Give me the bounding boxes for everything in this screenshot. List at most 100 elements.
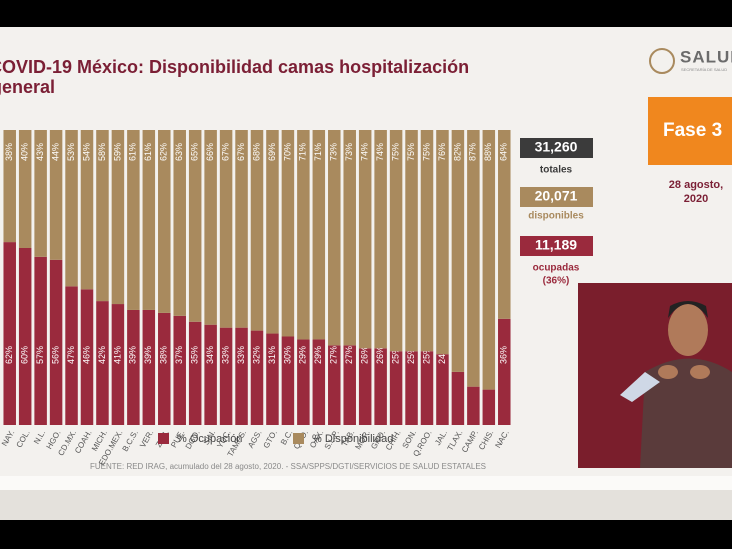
phase-box [648, 97, 732, 165]
value-label: 36% [499, 346, 509, 364]
bar-segment [3, 130, 16, 243]
value-label: 39% [143, 346, 153, 364]
bar-segment [328, 130, 341, 346]
bar-segment [204, 130, 217, 325]
value-label: 75% [390, 143, 400, 161]
bottom-band [0, 490, 732, 520]
chart-title: COVID-19 México: Disponibilidad camas ho… [0, 57, 469, 77]
bar-segment [158, 312, 171, 425]
available-box [520, 187, 593, 207]
total: 31,260 [535, 139, 578, 155]
bar-segment [498, 130, 511, 319]
bar-segment [235, 130, 248, 328]
value-label: 39% [128, 346, 138, 364]
value-label: 25% [390, 346, 400, 364]
logo-subtitle: SECRETARÍA DE SALUD [681, 67, 727, 72]
bar-segment [188, 321, 202, 425]
value-label: 74% [360, 143, 370, 161]
value-label: 42% [97, 346, 107, 364]
logo: SALUD [680, 47, 732, 66]
value-label: 30% [282, 346, 292, 364]
bar-segment [65, 286, 78, 425]
value-label: 82% [452, 143, 462, 161]
available-label: disponibles [528, 211, 584, 222]
bar-segment [188, 130, 202, 322]
bar-segment [389, 130, 403, 352]
bar-segment [297, 130, 310, 340]
value-label: 27% [344, 346, 354, 364]
bar-segment [18, 248, 32, 425]
value-label: 38% [4, 143, 14, 161]
bar-segment [312, 130, 326, 340]
value-label: 46% [81, 346, 91, 364]
value-label: 34% [205, 346, 215, 364]
bar-segment [3, 242, 16, 425]
person-arm [620, 372, 660, 402]
bar-segment [49, 130, 63, 260]
bar-segment [405, 351, 418, 425]
value-label: 61% [143, 143, 153, 161]
bar-segment [451, 130, 465, 372]
occupied: 11,189 [535, 237, 577, 253]
value-label: 29% [313, 346, 323, 364]
value-label: 57% [35, 346, 45, 364]
bar-segment [482, 130, 496, 390]
value-label: 88% [483, 143, 493, 161]
bar-segment [173, 315, 186, 425]
value-label: 24% [437, 346, 447, 364]
value-label: 33% [220, 346, 230, 364]
value-label: 33% [236, 346, 246, 364]
value-label: 75% [406, 143, 416, 161]
value-label: 71% [298, 143, 308, 161]
bar-segment [281, 336, 295, 425]
bar-segment [358, 348, 372, 425]
value-label: 27% [329, 346, 339, 364]
total-box [520, 138, 593, 158]
value-label: 63% [174, 143, 184, 161]
value-label: 64% [499, 143, 509, 161]
person-hair [668, 301, 708, 318]
value-label: 69% [267, 143, 277, 161]
value-label: 41% [112, 346, 122, 364]
value-label: 43% [35, 143, 45, 161]
bar-segment [127, 130, 140, 310]
value-label: 76% [437, 143, 447, 161]
bar-segment [173, 130, 186, 316]
value-label: 54% [81, 143, 91, 161]
person-hand [658, 365, 678, 379]
value-label: 62% [159, 143, 169, 161]
value-label: 37% [174, 346, 184, 364]
bar-segment [65, 130, 78, 287]
value-label: 65% [190, 143, 200, 161]
value-label: 73% [344, 143, 354, 161]
person-body [640, 358, 732, 468]
bar-segment [142, 130, 156, 310]
value-label: 71% [313, 143, 323, 161]
bar-segment [34, 130, 47, 257]
value-label: 67% [220, 143, 230, 161]
value-label: 26% [360, 346, 370, 364]
bar-segment [80, 130, 94, 290]
bar-segment [266, 333, 279, 425]
value-label: 44% [50, 143, 60, 161]
bar-segment [374, 348, 387, 425]
bar-segment [80, 289, 94, 425]
phase: Fase 3 [663, 120, 722, 141]
bar-segment [297, 339, 310, 425]
value-label: 25% [421, 346, 431, 364]
value-label: 31% [267, 346, 277, 364]
value-label: 25% [406, 346, 416, 364]
bar-segment [343, 130, 356, 346]
value-label: 56% [50, 346, 60, 364]
bar-segment [49, 259, 63, 425]
value-label: 32% [251, 346, 261, 364]
value-label: 67% [236, 143, 246, 161]
value-label: 58% [97, 143, 107, 161]
available: 20,071 [535, 188, 578, 204]
occupied-box [520, 236, 593, 256]
legend-label: % Disponibilidad [312, 433, 393, 445]
value-label: 35% [190, 346, 200, 364]
bar-segment [358, 130, 372, 349]
